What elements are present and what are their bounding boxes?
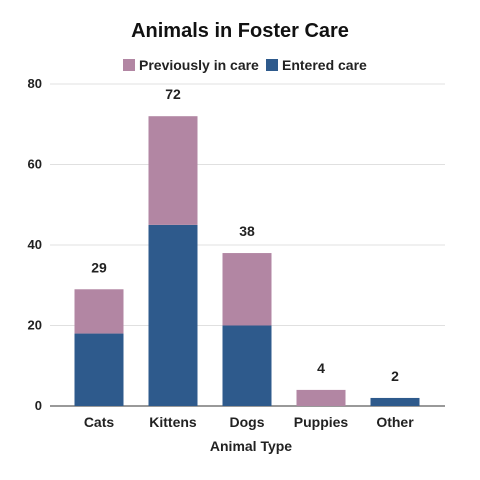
bar-cats-previously-in-care [74, 289, 124, 334]
y-tick-label: 0 [35, 398, 42, 413]
data-label-dogs: 38 [239, 223, 255, 239]
x-axis-label: Animal Type [210, 438, 292, 454]
data-label-other: 2 [391, 368, 399, 384]
y-tick-label: 40 [28, 237, 42, 252]
bar-dogs-previously-in-care [222, 253, 272, 326]
bar-kittens-entered-care [148, 224, 198, 406]
bar-totals: 29 72 38 4 2 [91, 86, 399, 384]
legend-label-previously-in-care: Previously in care [139, 57, 259, 73]
bar-dogs-entered-care [222, 325, 272, 406]
legend: Previously in care Entered care [123, 57, 367, 73]
legend-swatch-entered-care [266, 59, 278, 71]
y-tick-label: 60 [28, 157, 42, 172]
x-tick-label-cats: Cats [84, 414, 115, 430]
chart-title: Animals in Foster Care [131, 20, 349, 42]
bar-kittens-previously-in-care [148, 116, 198, 225]
x-tick-label-puppies: Puppies [294, 414, 349, 430]
legend-label-entered-care: Entered care [282, 57, 367, 73]
data-label-cats: 29 [91, 259, 107, 275]
data-label-puppies: 4 [317, 360, 325, 376]
y-axis-ticks: 0 20 40 60 80 [28, 76, 42, 413]
x-axis-categories: Cats Kittens Dogs Puppies Other [84, 414, 414, 430]
x-tick-label-dogs: Dogs [230, 414, 265, 430]
x-tick-label-kittens: Kittens [149, 414, 197, 430]
x-tick-label-other: Other [376, 414, 414, 430]
y-tick-label: 80 [28, 76, 42, 91]
bar-other-entered-care [370, 397, 420, 406]
legend-swatch-previously-in-care [123, 59, 135, 71]
y-tick-label: 20 [28, 318, 42, 333]
bar-cats-entered-care [74, 333, 124, 406]
bars [74, 116, 420, 406]
bar-puppies-previously-in-care [296, 389, 346, 406]
data-label-kittens: 72 [165, 86, 181, 102]
